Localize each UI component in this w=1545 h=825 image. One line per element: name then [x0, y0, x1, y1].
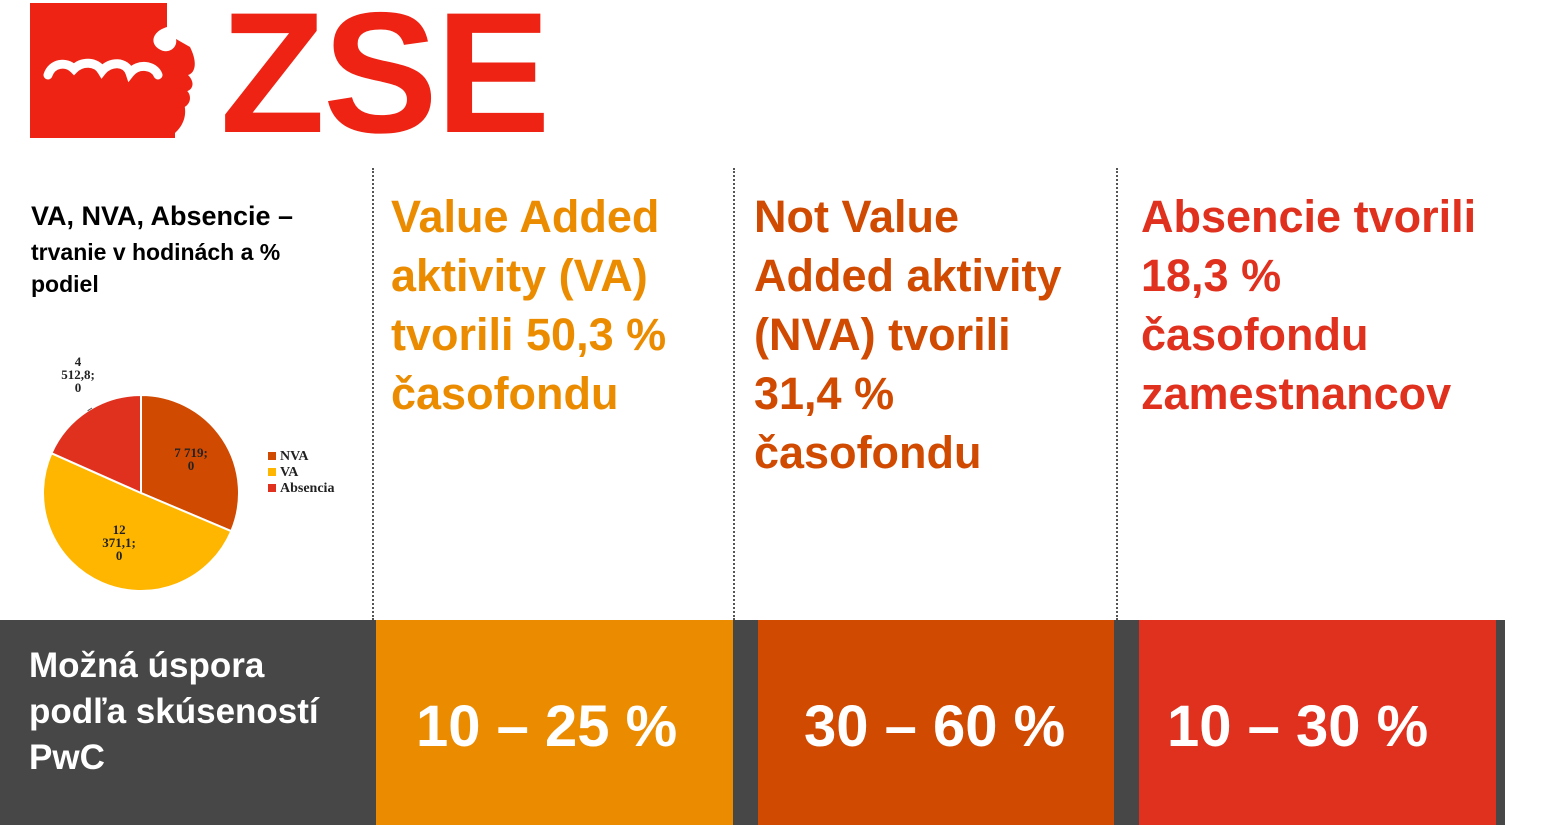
absence-headline: Absencie tvorili 18,3 % časofondu zamest…	[1141, 191, 1477, 419]
legend-label-absencia: Absencia	[280, 481, 334, 496]
zse-emblem	[30, 3, 195, 138]
pie-slice-nva	[140, 393, 240, 533]
absence-savings-value: 10 – 30 %	[1167, 694, 1429, 759]
legend-label-nva: NVA	[280, 449, 309, 464]
pie-leader-line	[87, 407, 93, 412]
legend-label-va: VA	[280, 465, 299, 480]
pie-slice-absencia	[50, 393, 142, 495]
nva-savings-value: 30 – 60 %	[804, 694, 1066, 759]
savings-label: Možná úspora podľa skúseností PwC	[29, 646, 319, 777]
pie-label-va: 12 371,1; 0	[102, 522, 136, 563]
pie-label-absencia: 4 512,8; 0	[61, 354, 95, 395]
logo-text: ZSE	[220, 0, 551, 169]
chart-title: VA, NVA, Absencie – trvanie v hodinách a…	[31, 196, 371, 300]
nva-savings-box: 30 – 60 %	[758, 620, 1114, 825]
divider-3	[1116, 168, 1118, 620]
chart-title-line3: podiel	[31, 271, 99, 297]
va-headline: Value Added aktivity (VA) tvorili 50,3 %…	[391, 191, 667, 419]
va-savings-box: 10 – 25 %	[376, 620, 733, 825]
chart-title-line2: trvanie v hodinách a %	[31, 239, 281, 265]
nva-headline: Not Value Added aktivity (NVA) tvorili 3…	[754, 191, 1062, 478]
legend-swatch-absencia	[268, 484, 276, 492]
divider-2	[733, 168, 735, 620]
absence-savings-box: 10 – 30 %	[1139, 620, 1496, 825]
zse-logo: ZSE	[30, 0, 551, 159]
chart-title-line1: VA, NVA, Absencie –	[31, 201, 294, 231]
pie-slice-va	[41, 451, 233, 593]
pie-label-nva: 7 719; 0	[174, 445, 208, 473]
legend-swatch-nva	[268, 452, 276, 460]
legend-swatch-va	[268, 468, 276, 476]
emblem-shape	[30, 3, 195, 138]
va-savings-value: 10 – 25 %	[416, 694, 678, 759]
divider-1	[372, 168, 374, 620]
